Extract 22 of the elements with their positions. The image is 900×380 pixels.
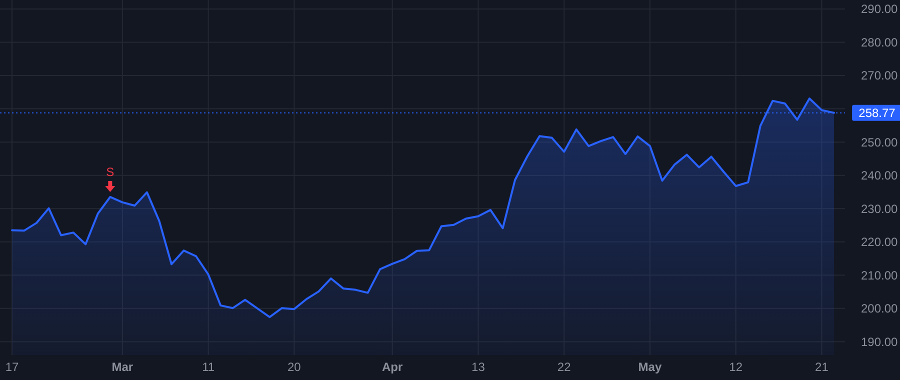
y-tick-label: 250.00 bbox=[861, 135, 898, 150]
y-tick-label: 290.00 bbox=[861, 2, 898, 16]
x-tick-label: 22 bbox=[557, 360, 572, 374]
y-tick-label: 200.00 bbox=[861, 302, 898, 316]
y-tick-label: 230.00 bbox=[861, 202, 898, 216]
annotation: S bbox=[106, 164, 114, 179]
x-tick-label: May bbox=[638, 360, 662, 374]
y-tick-label: 190.00 bbox=[861, 334, 898, 349]
x-tick-label: Apr bbox=[382, 360, 403, 374]
x-tick-label: Mar bbox=[112, 360, 134, 374]
y-tick-label: 220.00 bbox=[861, 235, 898, 250]
y-tick-label: 280.00 bbox=[861, 35, 898, 50]
x-tick-label: 17 bbox=[5, 360, 19, 374]
y-tick-label: 240.00 bbox=[861, 168, 898, 183]
y-tick-label: 270.00 bbox=[861, 68, 898, 83]
x-tick-label: 11 bbox=[202, 360, 215, 374]
x-tick-label: 21 bbox=[815, 360, 829, 374]
ref-line-label: 258.77 bbox=[858, 106, 896, 120]
y-tick-label: 210.00 bbox=[861, 268, 898, 282]
x-tick-label: 13 bbox=[472, 360, 486, 374]
x-tick-label: 20 bbox=[288, 360, 302, 374]
x-tick-label: 12 bbox=[729, 360, 743, 374]
